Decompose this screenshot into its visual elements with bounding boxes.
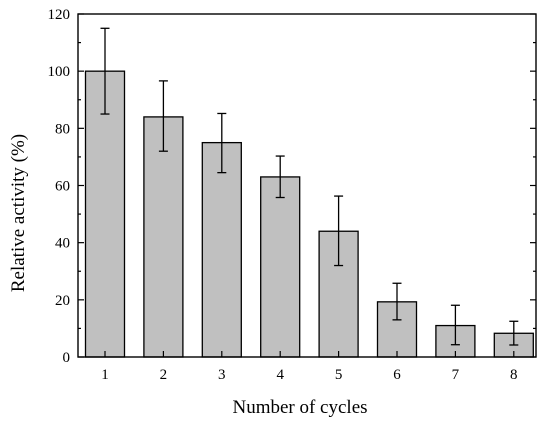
y-tick-label-60: 60 — [55, 179, 70, 195]
plot-frame — [77, 13, 537, 358]
y-tick-label-80: 80 — [55, 121, 70, 137]
y-axis-title: Relative activity (%) — [8, 134, 29, 292]
x-tick-label-6: 6 — [393, 367, 401, 383]
x-tick-label-7: 7 — [452, 367, 460, 383]
x-tick-label-8: 8 — [510, 367, 518, 383]
x-tick-label-4: 4 — [276, 367, 284, 383]
y-tick-label-0: 0 — [63, 350, 71, 366]
x-axis-title: Number of cycles — [232, 397, 367, 418]
y-tick-label-100: 100 — [48, 64, 71, 80]
y-tick-label-20: 20 — [55, 293, 70, 309]
x-tick-label-5: 5 — [335, 367, 343, 383]
x-tick-label-1: 1 — [101, 367, 109, 383]
x-tick-label-3: 3 — [218, 367, 226, 383]
x-tick-label-2: 2 — [160, 367, 168, 383]
bar-cycle-3 — [201, 141, 242, 358]
y-tick-label-120: 120 — [48, 7, 71, 23]
y-tick-label-40: 40 — [55, 236, 70, 252]
bar-cycle-4 — [260, 176, 301, 358]
bar-cycle-1 — [84, 70, 126, 358]
bar-cycle-2 — [143, 116, 184, 358]
